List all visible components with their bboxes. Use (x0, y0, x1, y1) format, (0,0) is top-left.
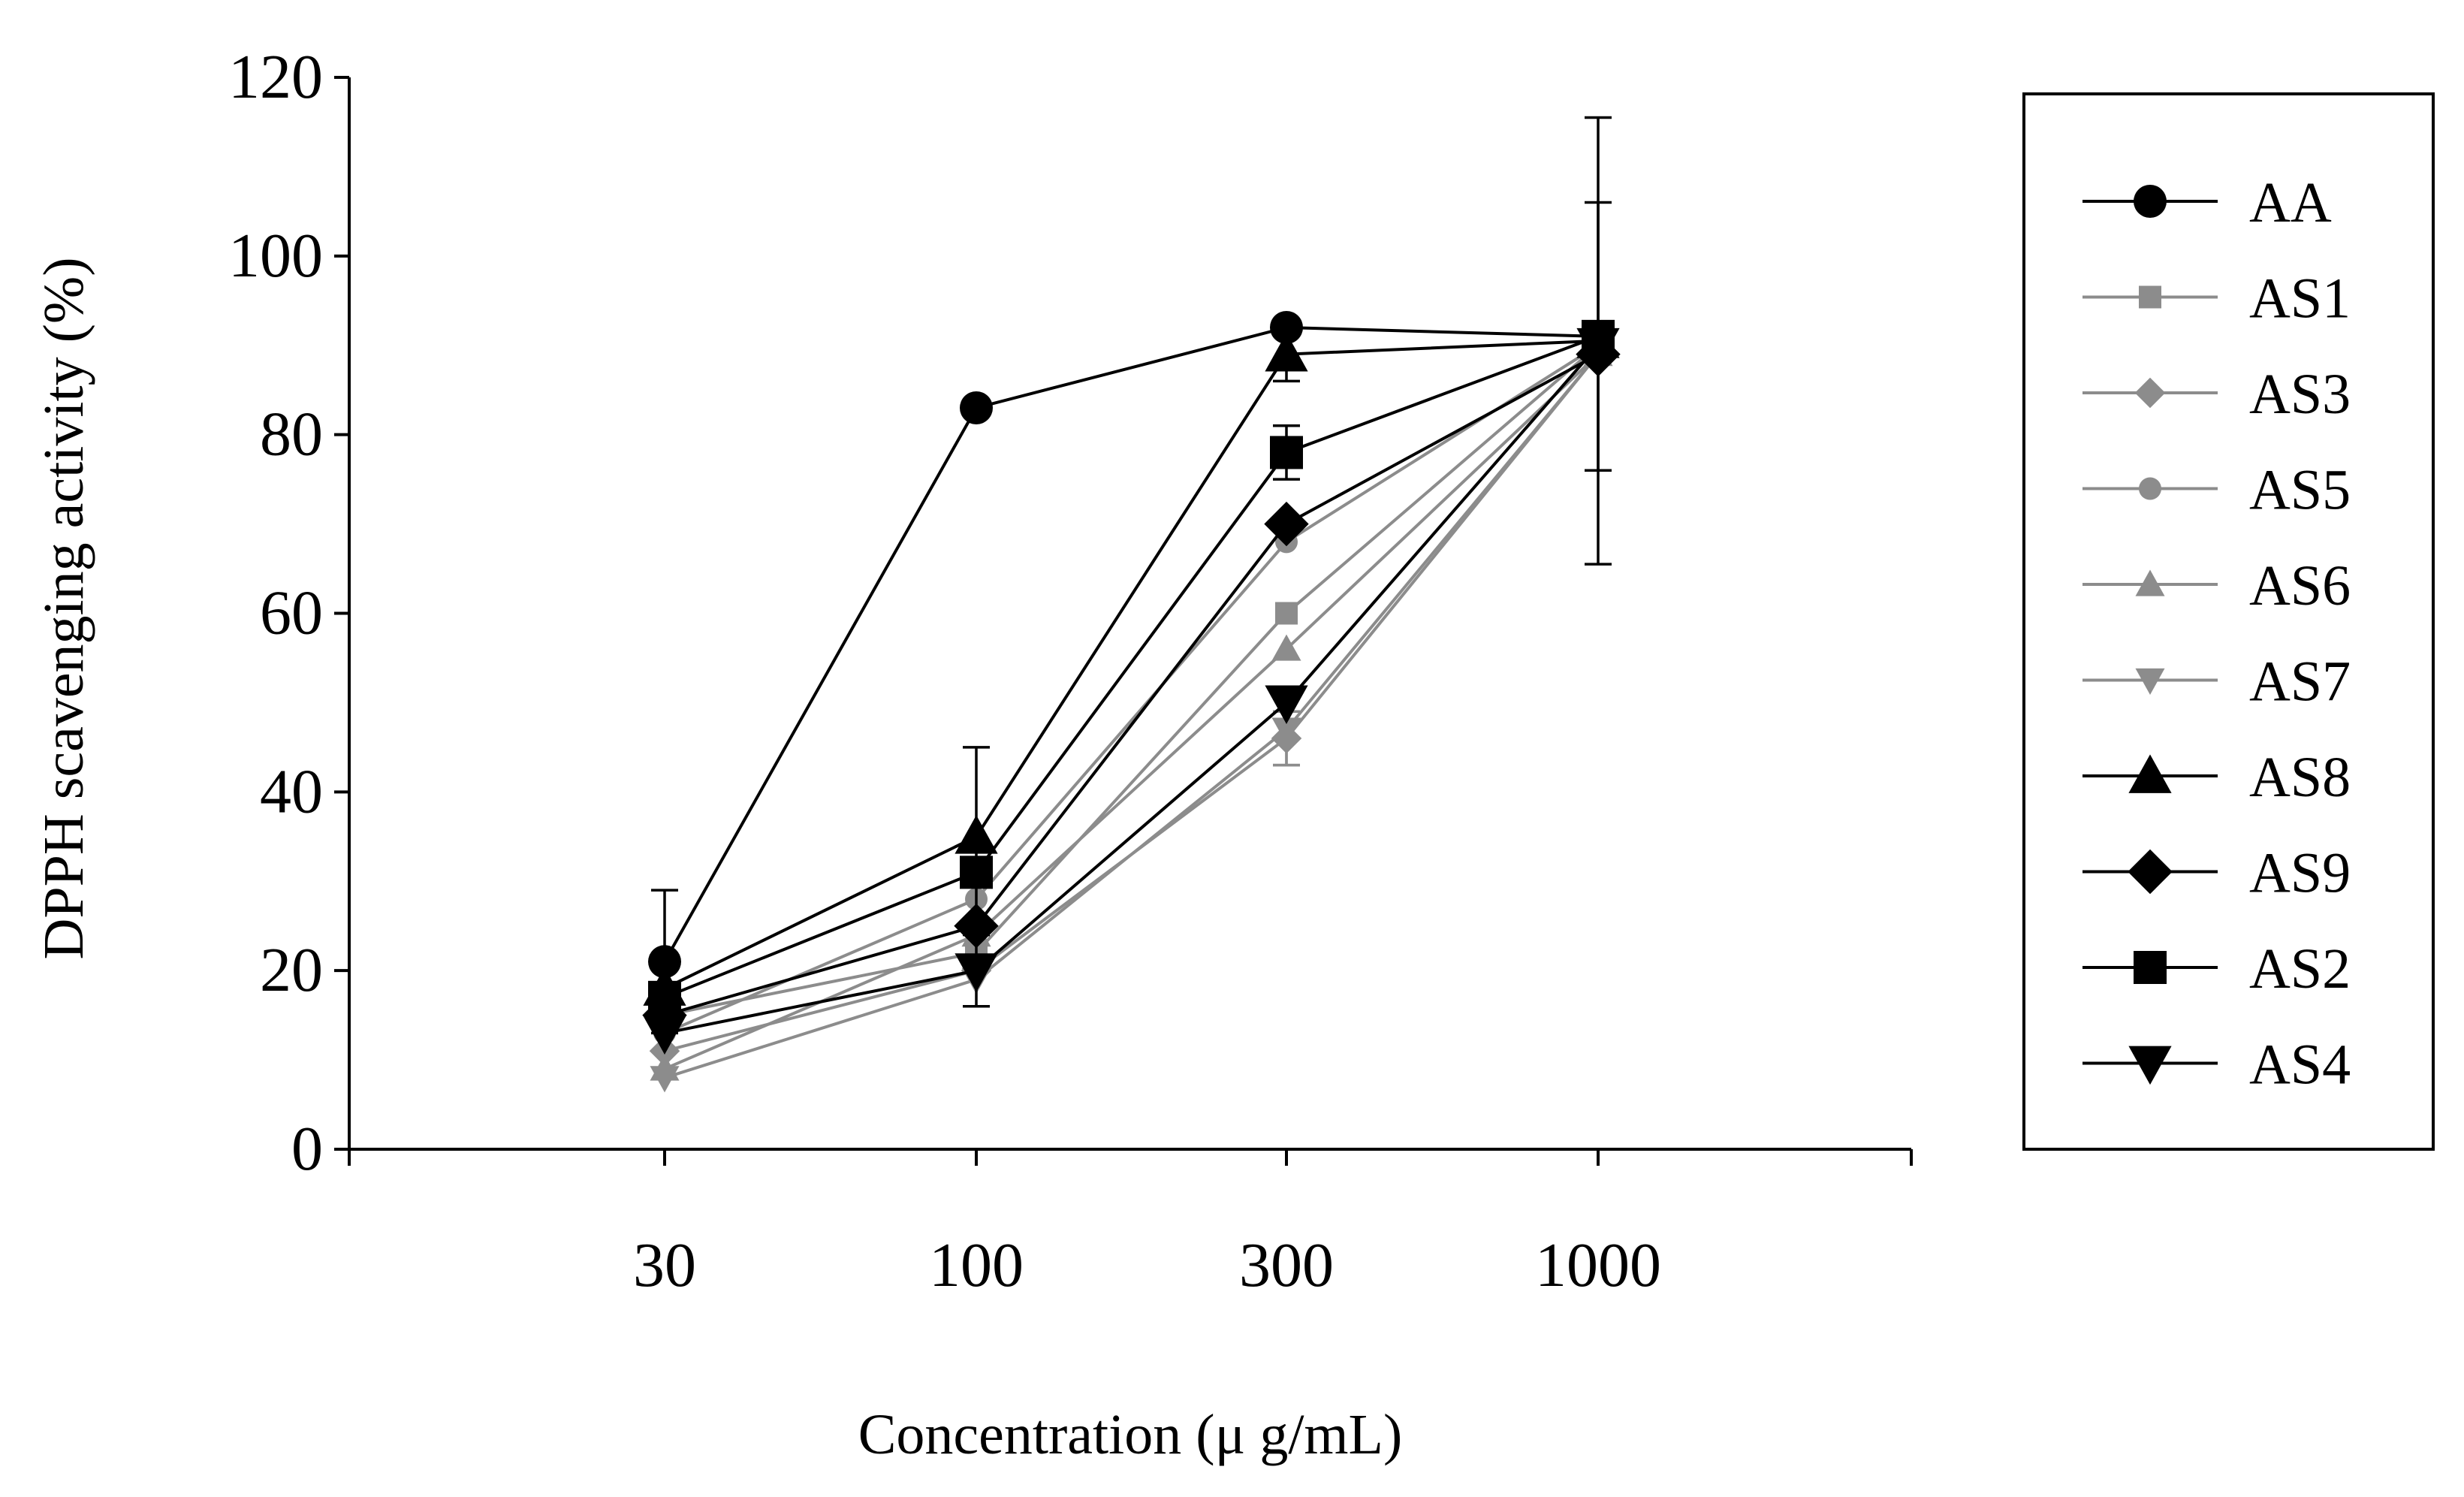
y-ticks: 0 20 40 60 80 100 120 (228, 42, 349, 1184)
data-point-as9 (1264, 502, 1308, 546)
data-point-as4 (643, 1016, 686, 1055)
series-as9 (642, 332, 1620, 1037)
data-point-as2 (1270, 436, 1303, 469)
x-tick-label: 1000 (1535, 1230, 1661, 1300)
legend-label: AA (2249, 171, 2332, 234)
data-point-as2 (960, 856, 993, 889)
legend-label: AS9 (2249, 842, 2351, 905)
y-axis-title: DPPH scavenging activity (%) (32, 257, 95, 959)
y-tick-label: 120 (228, 42, 323, 112)
series-line-as7 (665, 355, 1598, 1078)
series-as5 (653, 334, 1609, 1045)
legend-label: AS3 (2249, 363, 2351, 426)
data-point-as8 (955, 815, 997, 853)
x-tick-label: 30 (633, 1230, 696, 1300)
legend-marker (2134, 185, 2167, 218)
plot-area (642, 118, 1620, 1093)
legend-label: AS2 (2249, 937, 2351, 1001)
series-line-as4 (665, 346, 1598, 1034)
series-line-as1 (665, 346, 1598, 1016)
axes (349, 77, 1911, 1149)
dpph-chart: 0 20 40 60 80 100 120 30 100 300 1000 DPPH scaven… (0, 0, 2464, 1497)
legend-label: AS7 (2249, 650, 2351, 714)
data-point-as1 (1275, 602, 1298, 625)
x-ticks: 30 100 300 1000 (349, 1149, 1911, 1300)
x-axis-title: Concentration (μ g/mL) (858, 1403, 1403, 1466)
series-as3 (650, 339, 1614, 1066)
series-as2 (648, 202, 1615, 1013)
legend-box (2024, 94, 2433, 1149)
series-as8 (643, 118, 1619, 1006)
series-line-as2 (665, 337, 1598, 997)
series-line-as9 (665, 355, 1598, 1016)
y-tick-label: 80 (260, 400, 323, 469)
legend-marker (2139, 478, 2161, 500)
legend-label: AS5 (2249, 459, 2351, 522)
data-point-aa (960, 391, 993, 424)
x-tick-label: 100 (929, 1230, 1024, 1300)
data-point-as2 (648, 981, 681, 1014)
y-tick-label: 100 (228, 221, 323, 291)
series-as6 (650, 340, 1613, 1080)
legend-label: AS1 (2249, 267, 2351, 330)
legend: AA AS1 AS3 AS5 AS6 AS7 AS8 AS9 AS2 AS4 (2024, 94, 2433, 1149)
series-line-as3 (665, 355, 1598, 1052)
legend-label: AS8 (2249, 746, 2351, 809)
legend-label: AS4 (2249, 1034, 2351, 1097)
legend-label: AS6 (2249, 554, 2351, 617)
series-line-as5 (665, 346, 1598, 1034)
y-tick-label: 20 (260, 935, 323, 1005)
y-tick-label: 0 (291, 1114, 323, 1184)
series-line-aa (665, 327, 1598, 961)
y-tick-label: 60 (260, 578, 323, 648)
x-tick-label: 300 (1239, 1230, 1334, 1300)
legend-marker (2139, 286, 2161, 309)
y-tick-label: 40 (260, 756, 323, 826)
legend-marker (2134, 951, 2167, 984)
